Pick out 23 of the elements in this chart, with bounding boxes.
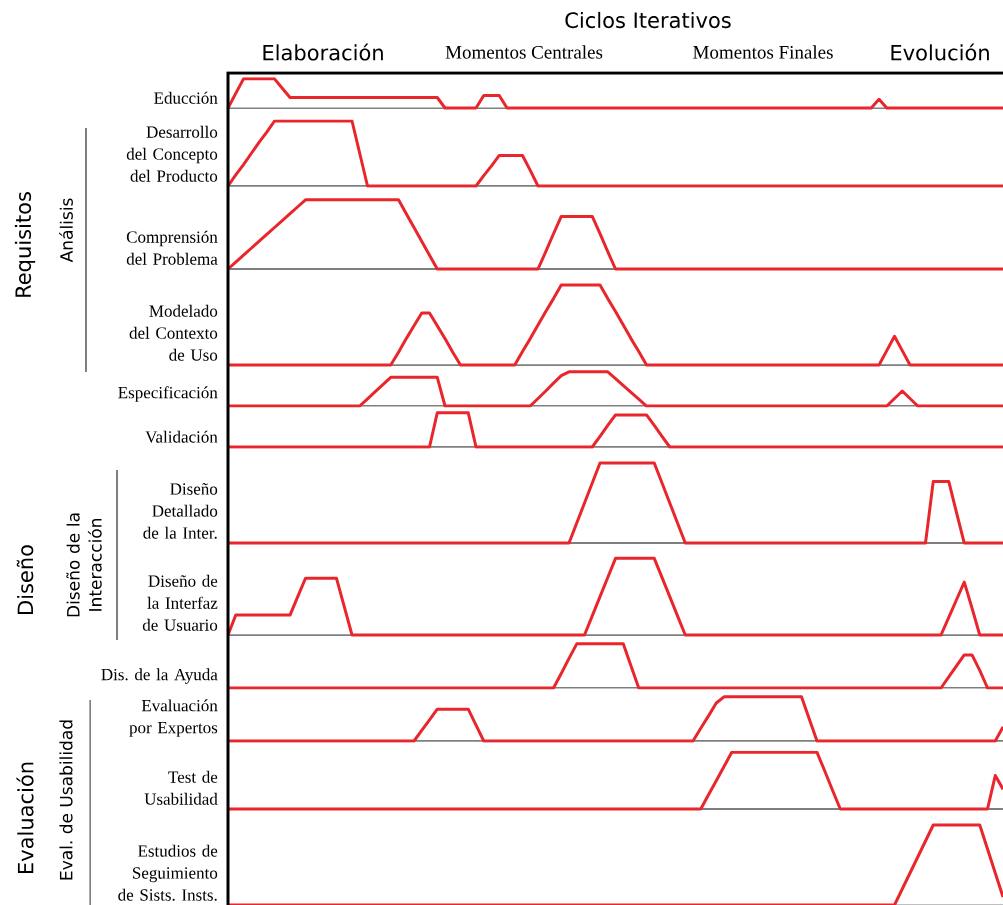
text: Diseño [16,545,34,614]
text: Eval. de Usabilidad [59,720,73,880]
text: Análisis [59,198,73,263]
y-axis-title: Dis. de la Ayuda [101,668,218,684]
text: Elaboración [263,43,383,61]
text: Momentos Finales [693,45,833,59]
y-axis-title: Validación [145,430,218,443]
chart-title: Ciclos Iterativos [565,11,731,29]
text: Diseño de la Interacción [66,513,102,617]
y-axis-title: Evaluación por Expertos [129,699,218,737]
y-axis-title: Comprensión del Problema [126,230,218,265]
y-axis-title: Especificación [118,386,218,402]
y-axis-title: Estudios de Seguimiento de Sists. Insts. [118,844,218,901]
text: Evaluación [16,762,34,874]
y-axis-title: Desarrollo del Concepto del Producto [126,125,218,182]
text: Evolución [891,43,989,61]
text: Momentos Centrales [445,45,603,59]
y-axis-title: Modelado del Contexto de Uso [129,304,218,361]
y-axis-title: Diseño de la Interfaz de Usuario [142,574,218,631]
y-axis-title: Test de Usabilidad [144,770,218,805]
y-axis-title: Educción [154,91,218,104]
text: Requisitos [14,192,36,297]
y-axis-title: Diseño Detallado de la Inter. [143,483,218,539]
